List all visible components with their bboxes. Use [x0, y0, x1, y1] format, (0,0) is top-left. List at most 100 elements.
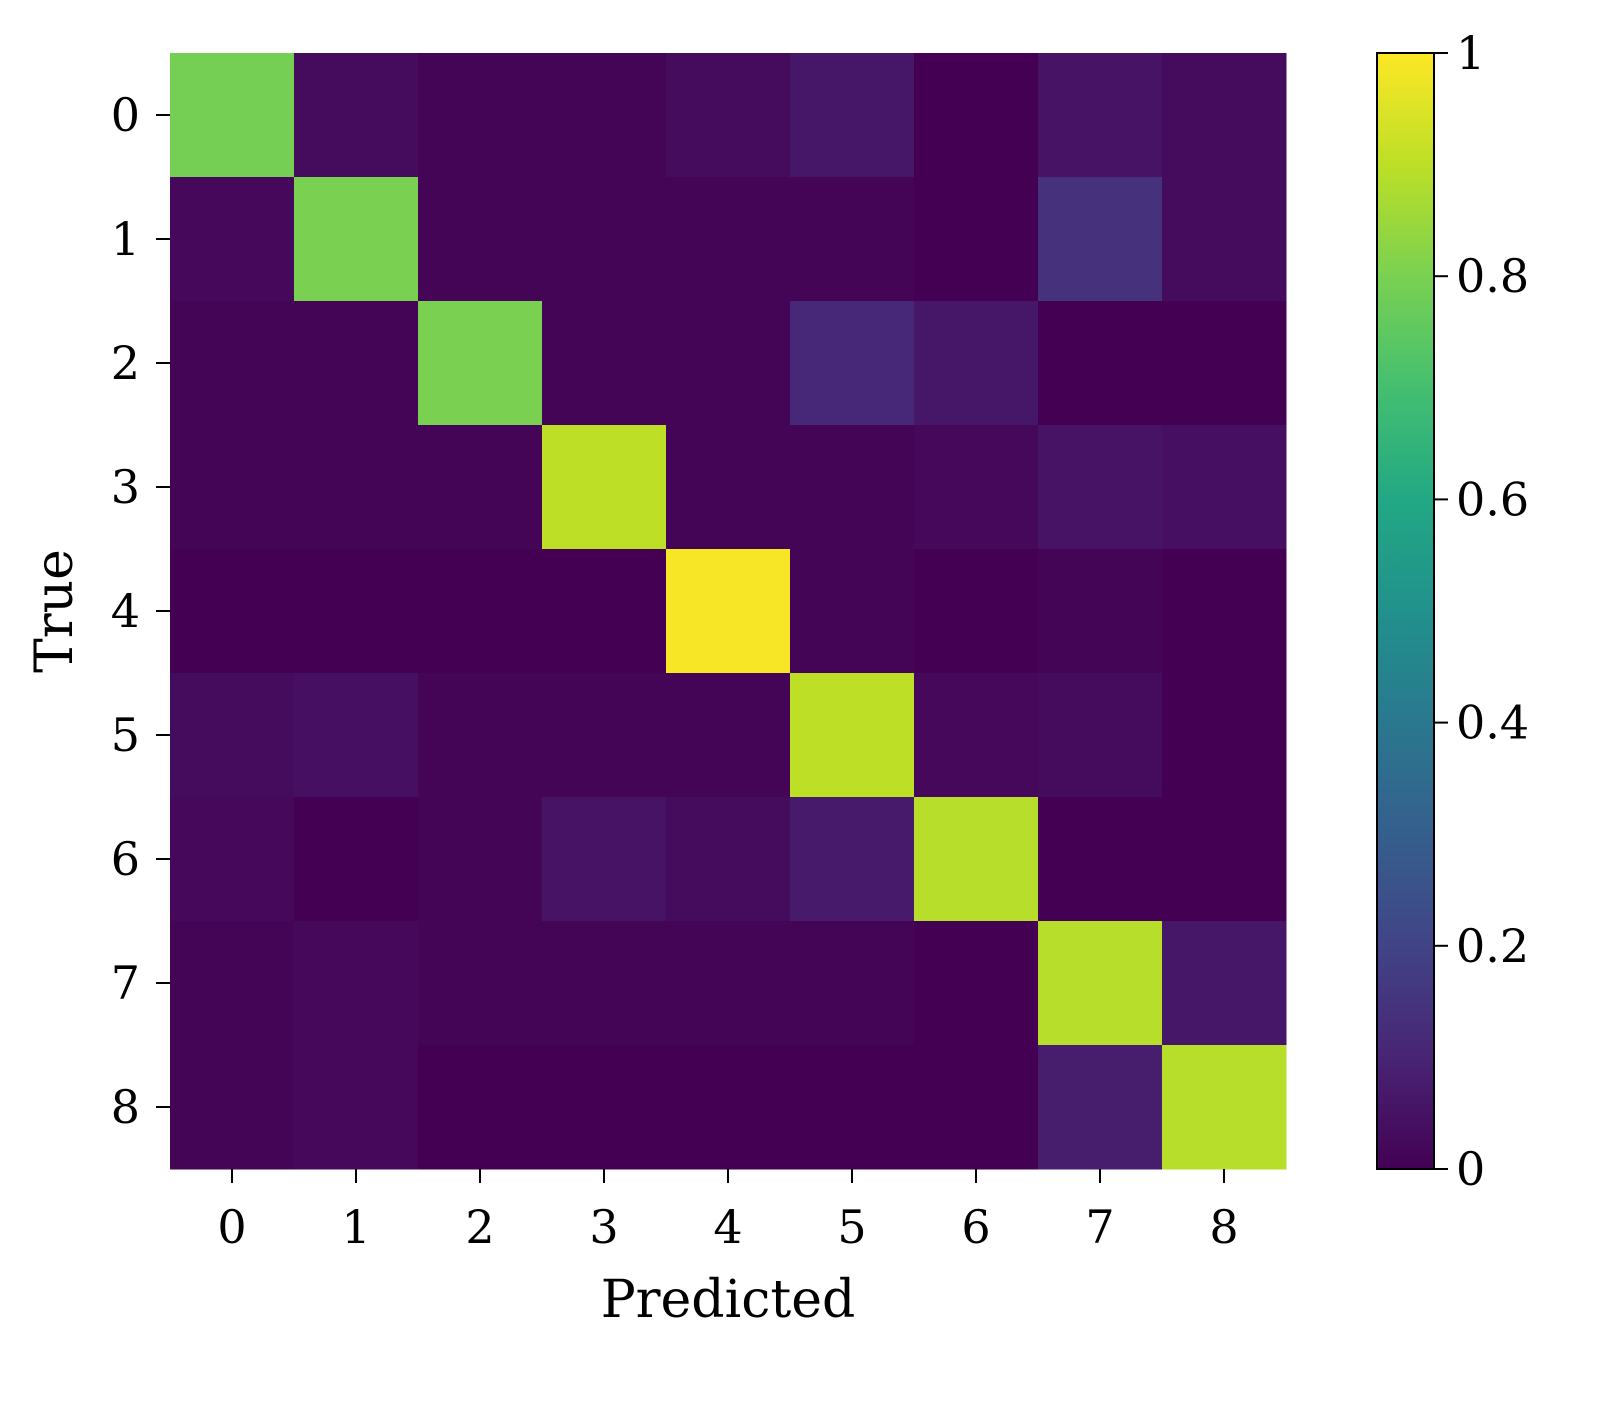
heatmap-cell-6-6 — [914, 797, 1039, 922]
colorbar-tick-label-0: 0 — [1456, 1142, 1485, 1196]
x-tick-label-5: 5 — [837, 1200, 866, 1254]
heatmap-cell-2-3 — [542, 301, 667, 426]
heatmap-cell-1-3 — [542, 177, 667, 302]
y-tick-label-6: 6 — [111, 832, 140, 886]
heatmap-cell-2-6 — [914, 301, 1039, 426]
heatmap-cell-6-7 — [1038, 797, 1163, 922]
x-tick-label-8: 8 — [1209, 1200, 1238, 1254]
x-tick-label-3: 3 — [589, 1200, 618, 1254]
x-tick-label-4: 4 — [713, 1200, 742, 1254]
colorbar-tick-label-1: 0.2 — [1456, 919, 1529, 973]
heatmap-cell-5-2 — [418, 673, 543, 798]
x-tick-label-1: 1 — [341, 1200, 370, 1254]
y-tick-label-8: 8 — [111, 1080, 140, 1134]
x-tick-label-0: 0 — [217, 1200, 246, 1254]
heatmap-cell-8-6 — [914, 1045, 1039, 1170]
heatmap-cell-8-3 — [542, 1045, 667, 1170]
heatmap-cell-7-0 — [170, 921, 295, 1046]
heatmap-cell-0-6 — [914, 53, 1039, 178]
heatmap-cell-4-5 — [790, 549, 915, 674]
heatmap-cell-3-7 — [1038, 425, 1163, 550]
heatmap-cell-8-1 — [294, 1045, 419, 1170]
colorbar-ticks: 0 0.2 0.4 0.6 0.8 1 — [1434, 26, 1529, 1196]
heatmap-cell-2-8 — [1162, 301, 1287, 426]
y-tick-label-2: 2 — [111, 336, 140, 390]
heatmap-cell-5-8 — [1162, 673, 1287, 798]
heatmap-cell-0-8 — [1162, 53, 1287, 178]
heatmap-cell-7-7 — [1038, 921, 1163, 1046]
heatmap-cell-4-1 — [294, 549, 419, 674]
heatmap-cell-6-5 — [790, 797, 915, 922]
colorbar-tick-label-5: 1 — [1456, 26, 1485, 80]
heatmap-cell-4-6 — [914, 549, 1039, 674]
heatmap-cell-5-5 — [790, 673, 915, 798]
heatmap-cell-2-4 — [666, 301, 791, 426]
heatmap-cell-4-2 — [418, 549, 543, 674]
heatmap-cell-1-2 — [418, 177, 543, 302]
heatmap-cell-4-3 — [542, 549, 667, 674]
heatmap-cell-3-1 — [294, 425, 419, 550]
y-tick-label-3: 3 — [111, 460, 140, 514]
heatmap-cell-8-0 — [170, 1045, 295, 1170]
heatmap-cell-0-1 — [294, 53, 419, 178]
heatmap-cell-4-4 — [666, 549, 791, 674]
heatmap-cell-2-0 — [170, 301, 295, 426]
heatmap-cell-2-5 — [790, 301, 915, 426]
heatmap-cell-5-4 — [666, 673, 791, 798]
colorbar-tick-label-2: 0.4 — [1456, 696, 1529, 750]
heatmap-cell-0-7 — [1038, 53, 1163, 178]
heatmap-cell-1-4 — [666, 177, 791, 302]
x-axis-title: Predicted — [601, 1270, 856, 1330]
y-tick-label-0: 0 — [111, 88, 140, 142]
heatmap-cell-1-7 — [1038, 177, 1163, 302]
heatmap-cell-7-1 — [294, 921, 419, 1046]
heatmap-cell-0-3 — [542, 53, 667, 178]
heatmap-cell-1-5 — [790, 177, 915, 302]
heatmap-cell-6-3 — [542, 797, 667, 922]
heatmap-cell-5-6 — [914, 673, 1039, 798]
heatmap-cell-5-0 — [170, 673, 295, 798]
heatmap-cell-6-4 — [666, 797, 791, 922]
heatmap-cell-1-0 — [170, 177, 295, 302]
heatmap-cell-7-6 — [914, 921, 1039, 1046]
heatmap-cell-2-7 — [1038, 301, 1163, 426]
heatmap-cell-0-5 — [790, 53, 915, 178]
heatmap-cell-8-5 — [790, 1045, 915, 1170]
y-tick-label-7: 7 — [111, 956, 140, 1010]
heatmap-cell-7-8 — [1162, 921, 1287, 1046]
heatmap-cell-8-4 — [666, 1045, 791, 1170]
heatmap-cell-3-8 — [1162, 425, 1287, 550]
colorbar-tick-label-4: 0.8 — [1456, 249, 1529, 303]
heatmap-cell-1-8 — [1162, 177, 1287, 302]
heatmap-cell-6-0 — [170, 797, 295, 922]
heatmap-cell-8-7 — [1038, 1045, 1163, 1170]
heatmap-cell-7-3 — [542, 921, 667, 1046]
heatmap-cell-3-6 — [914, 425, 1039, 550]
heatmap-cell-1-6 — [914, 177, 1039, 302]
heatmap-cell-3-0 — [170, 425, 295, 550]
heatmap-cell-7-5 — [790, 921, 915, 1046]
heatmap-cell-0-4 — [666, 53, 791, 178]
heatmap-cell-5-7 — [1038, 673, 1163, 798]
colorbar — [1376, 52, 1435, 1170]
heatmap-cell-3-2 — [418, 425, 543, 550]
heatmap-cell-6-1 — [294, 797, 419, 922]
heatmap-cell-8-8 — [1162, 1045, 1287, 1170]
heatmap-cell-8-2 — [418, 1045, 543, 1170]
heatmap-cell-6-2 — [418, 797, 543, 922]
heatmap-cell-4-8 — [1162, 549, 1287, 674]
heatmap-cell-2-2 — [418, 301, 543, 426]
heatmap-cell-7-2 — [418, 921, 543, 1046]
colorbar-tick-label-3: 0.6 — [1456, 472, 1529, 526]
heatmap-cell-3-5 — [790, 425, 915, 550]
heatmap-cell-0-2 — [418, 53, 543, 178]
heatmap-cell-4-0 — [170, 549, 295, 674]
x-tick-label-7: 7 — [1085, 1200, 1114, 1254]
heatmap-cell-4-7 — [1038, 549, 1163, 674]
heatmap-cells — [170, 53, 1287, 1170]
colorbar-gradient — [1376, 52, 1435, 1170]
y-tick-label-4: 4 — [111, 584, 140, 638]
heatmap-cell-3-4 — [666, 425, 791, 550]
